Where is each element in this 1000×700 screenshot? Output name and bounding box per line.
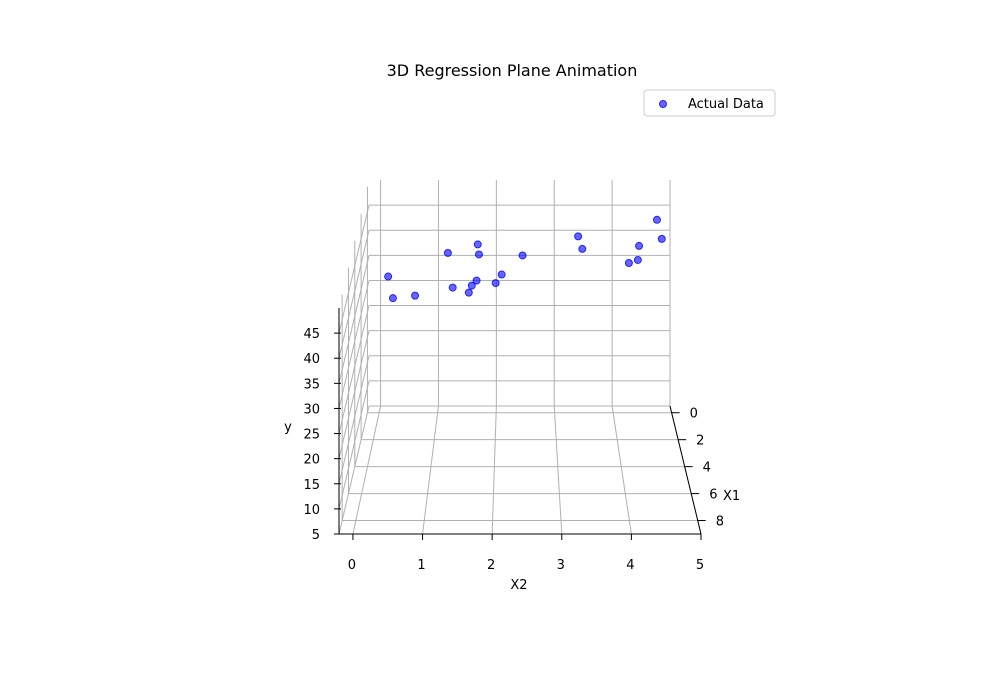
data-point <box>464 288 473 297</box>
data-point <box>633 255 642 264</box>
data-point <box>388 294 397 303</box>
x1-tick-label: 8 <box>716 515 724 530</box>
chart-title: 3D Regression Plane Animation <box>387 61 638 80</box>
x1-tick-label: 6 <box>709 488 717 503</box>
data-point <box>473 240 482 249</box>
y-tick-label: 25 <box>303 428 320 443</box>
floor-grid-line <box>553 405 563 535</box>
data-point <box>443 248 452 257</box>
x2-tick-label: 3 <box>557 558 565 573</box>
y-tick-label: 10 <box>303 503 320 518</box>
data-point <box>497 270 506 279</box>
floor-grid-line <box>422 405 439 535</box>
data-point <box>635 241 644 250</box>
x1-tick-label: 2 <box>696 434 704 449</box>
x1-axis-line <box>669 405 702 535</box>
side-wall-grid-line <box>338 305 370 434</box>
floor-grid-line <box>611 405 632 535</box>
y-tick-label: 15 <box>303 478 320 493</box>
side-wall-grid-line <box>338 280 370 409</box>
grid <box>338 180 702 535</box>
data-point <box>384 272 393 281</box>
y-tick-label: 40 <box>303 352 320 367</box>
legend-marker <box>659 100 667 108</box>
y-axis-label: y <box>284 420 292 435</box>
side-wall-grid-line <box>338 255 370 384</box>
y-tick-label: 35 <box>303 377 320 392</box>
data-point <box>474 250 483 259</box>
y-tick-label: 5 <box>312 528 320 543</box>
y-tick-label: 45 <box>303 327 320 342</box>
x2-tick-label: 4 <box>626 558 634 573</box>
data-point <box>467 281 476 290</box>
x1-axis-label: X1 <box>723 489 740 504</box>
scatter-series-actual-data <box>384 215 666 303</box>
side-wall-grid-line <box>338 204 370 334</box>
data-point <box>411 291 420 300</box>
legend: Actual Data <box>643 89 776 117</box>
data-point <box>491 279 500 288</box>
data-point <box>578 244 587 253</box>
floor-grid-line <box>491 405 497 535</box>
side-wall-grid-line <box>338 405 370 535</box>
x2-tick-label: 2 <box>487 558 495 573</box>
x2-tick-label: 5 <box>696 558 704 573</box>
side-wall-grid-line <box>338 355 370 484</box>
floor-grid-line <box>352 405 382 535</box>
axes <box>334 308 706 540</box>
data-point <box>652 215 661 224</box>
x2-tick-label: 1 <box>417 558 425 573</box>
x1-tick-label: 4 <box>703 461 711 476</box>
x1-tick-label: 0 <box>690 407 698 422</box>
y-tick-label: 20 <box>303 453 320 468</box>
y-tick-label: 30 <box>303 402 320 417</box>
data-point <box>574 232 583 241</box>
x2-axis-label: X2 <box>510 578 527 593</box>
chart-text: 3D Regression Plane Animation X1 X2 y 0 1… <box>284 61 740 593</box>
data-point <box>518 251 527 260</box>
side-wall-grid-line <box>338 380 370 510</box>
legend-label: Actual Data <box>688 97 764 112</box>
data-point <box>624 258 633 267</box>
data-point <box>657 234 666 243</box>
x2-tick-label: 0 <box>348 558 356 573</box>
side-wall-grid-line <box>338 330 370 459</box>
side-wall-grid-line <box>338 230 370 359</box>
data-point <box>472 276 481 285</box>
data-point <box>448 283 457 292</box>
legend-frame <box>643 89 776 117</box>
